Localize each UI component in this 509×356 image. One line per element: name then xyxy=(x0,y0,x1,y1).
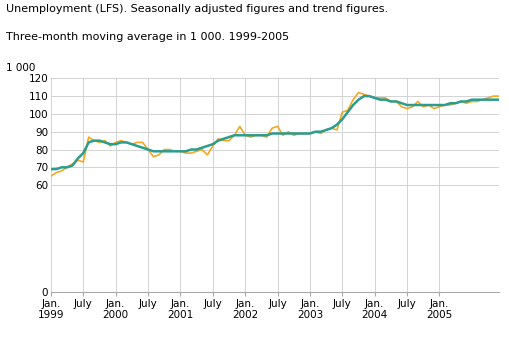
Text: Three-month moving average in 1 000. 1999-2005: Three-month moving average in 1 000. 199… xyxy=(6,32,289,42)
Text: Unemployment (LFS). Seasonally adjusted figures and trend figures.: Unemployment (LFS). Seasonally adjusted … xyxy=(6,4,388,14)
Text: 1 000: 1 000 xyxy=(6,63,36,73)
